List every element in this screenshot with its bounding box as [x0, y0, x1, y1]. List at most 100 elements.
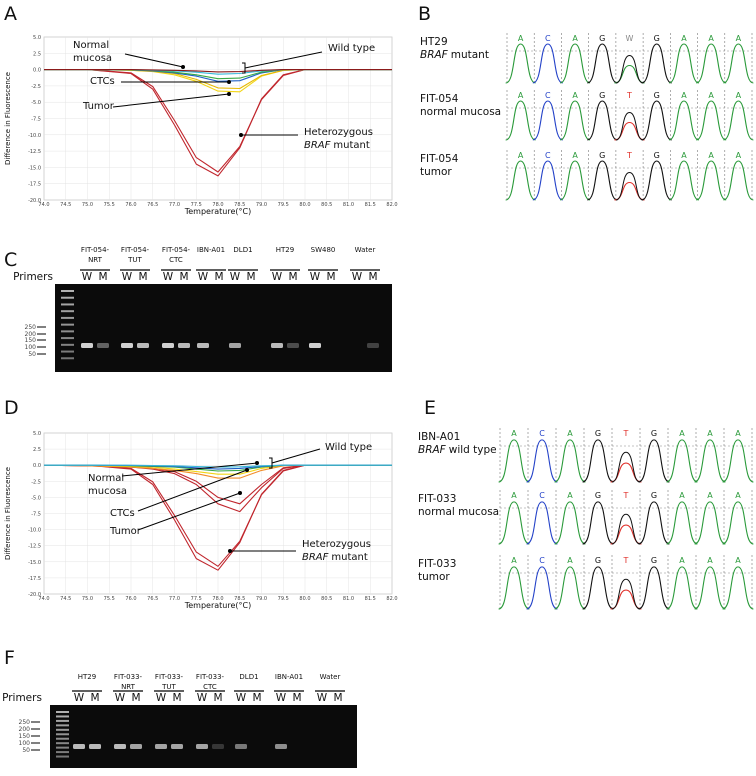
base-call: G [595, 556, 601, 565]
dna-band [155, 744, 167, 749]
base-call: T [623, 429, 629, 438]
lane-label: W [82, 271, 93, 283]
panel-letter: C [4, 249, 17, 271]
ladder-band [61, 357, 74, 360]
y-tick-label: -12.5 [28, 149, 41, 155]
label: normal mucosa [418, 506, 499, 518]
base-call: A [681, 151, 687, 160]
base-call: C [539, 491, 545, 500]
x-tick-label: 80.0 [299, 596, 310, 602]
base-call: A [681, 91, 687, 100]
y-tick-label: 0.0 [33, 463, 41, 469]
label-part: Heterozygous [304, 127, 373, 138]
y-tick-label: -5.0 [31, 495, 41, 501]
label: Wild type [325, 442, 372, 453]
x-tick-label: 76.0 [125, 202, 136, 208]
size-label: 100 [25, 344, 37, 351]
x-tick-label: 76.5 [147, 596, 158, 602]
base-call: G [599, 91, 605, 100]
ladder-band [61, 350, 74, 353]
ladder-band [61, 310, 74, 313]
label-part: mucosa [88, 486, 127, 497]
lane-label: M [179, 271, 188, 283]
sample-label: IBN-A01 [197, 246, 225, 254]
ladder-band [56, 728, 69, 731]
peak [505, 43, 536, 84]
base-call: A [511, 491, 517, 500]
pointer-line [121, 462, 258, 477]
peak [694, 566, 726, 610]
label-part: CTCs [90, 76, 115, 87]
label: mucosa [88, 486, 127, 497]
lane-label: M [138, 271, 147, 283]
x-tick-label: 76.0 [125, 596, 136, 602]
x-tick-label: 80.0 [299, 202, 310, 208]
label-part: Wild type [328, 43, 375, 54]
size-label: 250 [25, 324, 37, 331]
y-tick-label: -12.5 [28, 544, 41, 550]
base-call: A [567, 429, 573, 438]
base-call: A [679, 429, 685, 438]
dna-band [197, 343, 209, 348]
ladder-band [56, 719, 69, 722]
pointer-dot [181, 65, 185, 69]
peak [611, 578, 641, 610]
pointer-dot [227, 80, 231, 84]
label: CTCs [90, 76, 115, 87]
y-tick-label: -20.0 [28, 592, 41, 598]
y-tick-label: -15.0 [28, 165, 41, 171]
label: normal mucosa [420, 106, 501, 118]
ladder-band [61, 337, 74, 340]
ladder-band [56, 711, 69, 713]
base-call: A [735, 491, 741, 500]
peak [554, 501, 586, 545]
x-tick-label: 78.5 [234, 202, 245, 208]
base-call: A [736, 151, 742, 160]
y-tick-label: -7.5 [31, 117, 41, 123]
peak [526, 501, 558, 545]
ladder-band [61, 303, 74, 306]
base-call: A [679, 491, 685, 500]
y-tick-label: -20.0 [28, 198, 41, 204]
peak [582, 566, 614, 610]
base-call: A [681, 34, 687, 43]
x-tick-label: 79.5 [278, 202, 289, 208]
base-call: G [654, 34, 660, 43]
peak [615, 171, 644, 201]
label-part: BRAF [420, 49, 449, 61]
dna-band [97, 343, 109, 348]
base-call: A [511, 556, 517, 565]
base-call: G [651, 556, 657, 565]
dna-band [229, 343, 241, 348]
label-part: normal mucosa [418, 506, 499, 518]
base-call: A [567, 491, 573, 500]
dna-band [196, 744, 208, 749]
dna-band [73, 744, 85, 749]
base-call: C [539, 429, 545, 438]
lane-label: M [368, 271, 377, 283]
sample-label: TUT [161, 683, 176, 691]
lane-label: W [236, 692, 247, 704]
x-tick-label: 74.0 [38, 202, 49, 208]
label: Normal [73, 40, 109, 51]
sample-label: FIT-054- [121, 246, 150, 254]
label: IBN-A01 [418, 431, 460, 443]
label-part: BRAF [302, 552, 329, 563]
x-tick-label: 81.0 [343, 202, 354, 208]
pointer-dot [255, 461, 259, 465]
dna-band [130, 744, 142, 749]
x-tick-label: 79.0 [256, 202, 267, 208]
x-tick-label: 75.0 [82, 596, 93, 602]
x-tick-label: 77.5 [191, 596, 202, 602]
peak [694, 439, 726, 483]
dna-band [309, 343, 321, 348]
lane-label: M [172, 692, 181, 704]
sample-label: DLD1 [233, 246, 252, 254]
size-label: 150 [25, 337, 37, 344]
lane-label: W [310, 271, 321, 283]
base-call: A [707, 556, 713, 565]
peak [498, 566, 530, 610]
peak [641, 160, 672, 201]
peak [498, 501, 530, 545]
primers-label: Primers [13, 271, 53, 283]
